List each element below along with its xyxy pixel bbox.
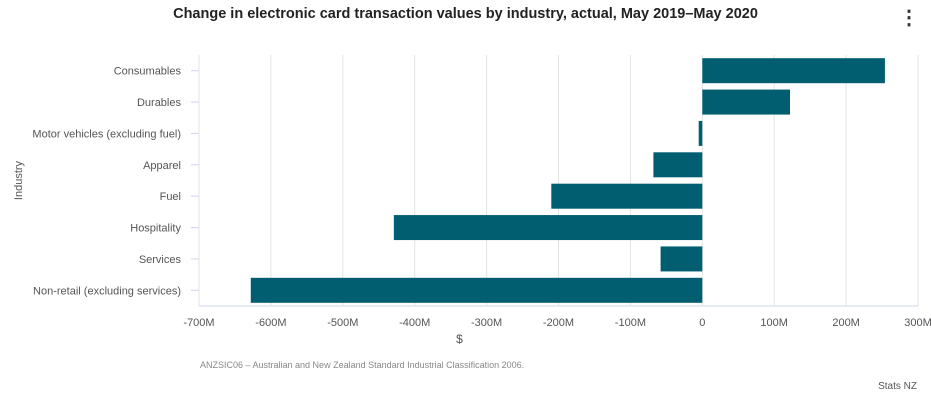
bar: [702, 58, 885, 84]
bar-chart: -700M -600M -500M -400M -300M -200M -100M 0 100M…: [13, 55, 931, 346]
x-tick-label: -300M: [471, 317, 502, 329]
y-tick-label: Fuel: [160, 191, 181, 203]
y-tick-label: Services: [139, 254, 182, 266]
x-tick-label: 200M: [832, 317, 860, 329]
bar: [702, 89, 791, 115]
y-axis-title: Industry: [13, 160, 25, 200]
y-tick-label: Hospitality: [130, 223, 181, 235]
bar: [250, 277, 703, 303]
x-axis-title: $: [456, 332, 463, 346]
x-tick-label: 0: [699, 317, 705, 329]
y-tick-label: Apparel: [143, 160, 181, 172]
bar: [393, 215, 703, 241]
y-tick-label: Motor vehicles (excluding fuel): [32, 128, 181, 140]
chart-title: Change in electronic card transaction va…: [173, 6, 758, 22]
x-tick-label: 100M: [760, 317, 788, 329]
menu-icon[interactable]: ⋮: [899, 7, 919, 29]
credits: Stats NZ: [878, 381, 917, 392]
x-tick-label: -100M: [615, 317, 646, 329]
bar: [660, 246, 703, 272]
y-tick-label: Non-retail (excluding services): [33, 285, 181, 297]
y-tick-label: Consumables: [114, 66, 182, 78]
y-tick-label: Durables: [137, 97, 182, 109]
bar: [551, 183, 703, 209]
x-tick-label: -700M: [183, 317, 214, 329]
x-tick-label: -200M: [543, 317, 574, 329]
x-tick-label: -500M: [327, 317, 358, 329]
x-tick-label: -600M: [255, 317, 286, 329]
x-tick-label: -400M: [399, 317, 430, 329]
bar: [653, 152, 703, 178]
x-tick-label: 300M: [904, 317, 931, 329]
bar: [698, 120, 703, 146]
footnote: ANZSIC06 – Australian and New Zealand St…: [200, 360, 525, 370]
